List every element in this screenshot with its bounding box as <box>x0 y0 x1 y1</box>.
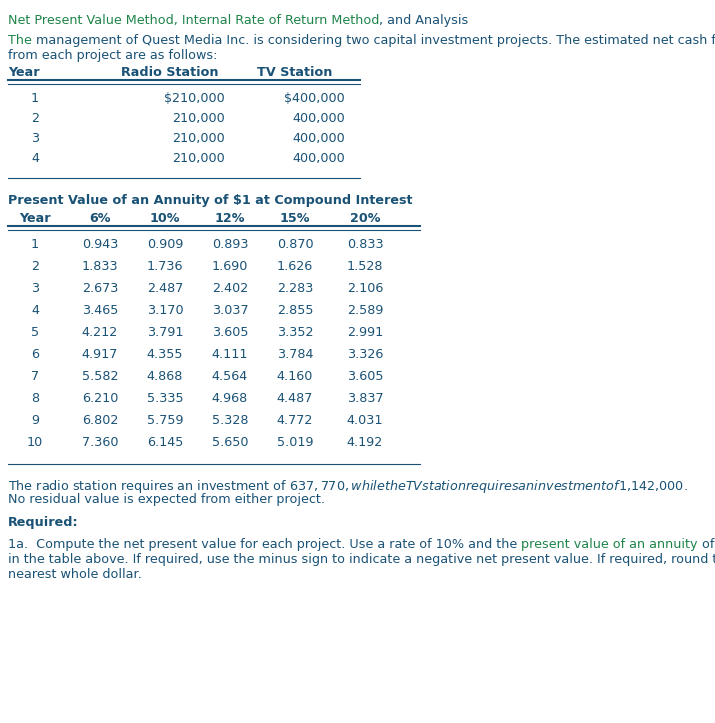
Text: 6.802: 6.802 <box>82 414 118 427</box>
Text: $400,000: $400,000 <box>285 92 345 105</box>
Text: 1.833: 1.833 <box>82 260 118 273</box>
Text: 4.487: 4.487 <box>277 392 313 405</box>
Text: 5.335: 5.335 <box>147 392 183 405</box>
Text: 2.402: 2.402 <box>212 282 248 295</box>
Text: 5.582: 5.582 <box>82 370 118 383</box>
Text: 3.791: 3.791 <box>147 326 183 339</box>
Text: 5.328: 5.328 <box>212 414 248 427</box>
Text: 2.673: 2.673 <box>82 282 118 295</box>
Text: 0.833: 0.833 <box>347 238 383 251</box>
Text: 8: 8 <box>31 392 39 405</box>
Text: 6: 6 <box>31 348 39 361</box>
Text: 4.111: 4.111 <box>212 348 248 361</box>
Text: 4.564: 4.564 <box>212 370 248 383</box>
Text: 12%: 12% <box>214 212 245 225</box>
Text: 5.019: 5.019 <box>277 436 313 449</box>
Text: nearest whole dollar.: nearest whole dollar. <box>8 568 142 581</box>
Text: 1: 1 <box>31 92 39 105</box>
Text: 3.784: 3.784 <box>277 348 313 361</box>
Text: 5.650: 5.650 <box>212 436 248 449</box>
Text: 3: 3 <box>31 282 39 295</box>
Text: 4.772: 4.772 <box>277 414 313 427</box>
Text: Required:: Required: <box>8 516 79 529</box>
Text: 400,000: 400,000 <box>292 152 345 165</box>
Text: 3.326: 3.326 <box>347 348 383 361</box>
Text: management of Quest Media Inc. is considering two capital investment projects. T: management of Quest Media Inc. is consid… <box>36 34 715 47</box>
Text: of $1: of $1 <box>698 538 715 551</box>
Text: 2.487: 2.487 <box>147 282 183 295</box>
Text: 1.626: 1.626 <box>277 260 313 273</box>
Text: 5.759: 5.759 <box>147 414 183 427</box>
Text: The radio station requires an investment of $637,770, while the TV station requi: The radio station requires an investment… <box>8 478 688 495</box>
Text: 15%: 15% <box>280 212 310 225</box>
Text: 10%: 10% <box>149 212 180 225</box>
Text: 210,000: 210,000 <box>172 152 225 165</box>
Text: 4.031: 4.031 <box>347 414 383 427</box>
Text: 1.736: 1.736 <box>147 260 183 273</box>
Text: 4.917: 4.917 <box>82 348 118 361</box>
Text: 0.893: 0.893 <box>212 238 248 251</box>
Text: TV Station: TV Station <box>257 66 332 79</box>
Text: 2.855: 2.855 <box>277 304 313 317</box>
Text: 7.360: 7.360 <box>82 436 118 449</box>
Text: 2.991: 2.991 <box>347 326 383 339</box>
Text: 3.605: 3.605 <box>212 326 248 339</box>
Text: 1: 1 <box>31 238 39 251</box>
Text: 210,000: 210,000 <box>172 112 225 125</box>
Text: 6%: 6% <box>89 212 111 225</box>
Text: 400,000: 400,000 <box>292 112 345 125</box>
Text: 2.283: 2.283 <box>277 282 313 295</box>
Text: 4.212: 4.212 <box>82 326 118 339</box>
Text: 6.210: 6.210 <box>82 392 118 405</box>
Text: 4.868: 4.868 <box>147 370 183 383</box>
Text: 6.145: 6.145 <box>147 436 183 449</box>
Text: 5: 5 <box>31 326 39 339</box>
Text: 0.870: 0.870 <box>277 238 313 251</box>
Text: 4.160: 4.160 <box>277 370 313 383</box>
Text: 0.909: 0.909 <box>147 238 183 251</box>
Text: 10: 10 <box>27 436 43 449</box>
Text: 9: 9 <box>31 414 39 427</box>
Text: 4.355: 4.355 <box>147 348 183 361</box>
Text: $210,000: $210,000 <box>164 92 225 105</box>
Text: Present Value of an Annuity of $1 at Compound Interest: Present Value of an Annuity of $1 at Com… <box>8 194 413 207</box>
Text: 210,000: 210,000 <box>172 132 225 145</box>
Text: 3.352: 3.352 <box>277 326 313 339</box>
Text: 3.605: 3.605 <box>347 370 383 383</box>
Text: 3.037: 3.037 <box>212 304 248 317</box>
Text: 7: 7 <box>31 370 39 383</box>
Text: The: The <box>8 34 36 47</box>
Text: 2: 2 <box>31 260 39 273</box>
Text: 3.465: 3.465 <box>82 304 118 317</box>
Text: 1.690: 1.690 <box>212 260 248 273</box>
Text: 2: 2 <box>31 112 39 125</box>
Text: No residual value is expected from either project.: No residual value is expected from eithe… <box>8 493 325 506</box>
Text: 1a.  Compute the net present value for each project. Use a rate of 10% and the: 1a. Compute the net present value for ea… <box>8 538 521 551</box>
Text: present value of an annuity: present value of an annuity <box>521 538 698 551</box>
Text: , and Analysis: , and Analysis <box>380 14 468 27</box>
Text: 4: 4 <box>31 152 39 165</box>
Text: 3: 3 <box>31 132 39 145</box>
Text: Year: Year <box>19 212 51 225</box>
Text: 2.106: 2.106 <box>347 282 383 295</box>
Text: 400,000: 400,000 <box>292 132 345 145</box>
Text: Net Present Value Method, Internal Rate of Return Method: Net Present Value Method, Internal Rate … <box>8 14 380 27</box>
Text: 1.528: 1.528 <box>347 260 383 273</box>
Text: 3.837: 3.837 <box>347 392 383 405</box>
Text: 20%: 20% <box>350 212 380 225</box>
Text: Radio Station: Radio Station <box>122 66 219 79</box>
Text: 4: 4 <box>31 304 39 317</box>
Text: from each project are as follows:: from each project are as follows: <box>8 49 217 62</box>
Text: 0.943: 0.943 <box>82 238 118 251</box>
Text: Year: Year <box>8 66 39 79</box>
Text: 3.170: 3.170 <box>147 304 183 317</box>
Text: 4.192: 4.192 <box>347 436 383 449</box>
Text: 2.589: 2.589 <box>347 304 383 317</box>
Text: in the table above. If required, use the minus sign to indicate a negative net p: in the table above. If required, use the… <box>8 553 715 566</box>
Text: 4.968: 4.968 <box>212 392 248 405</box>
